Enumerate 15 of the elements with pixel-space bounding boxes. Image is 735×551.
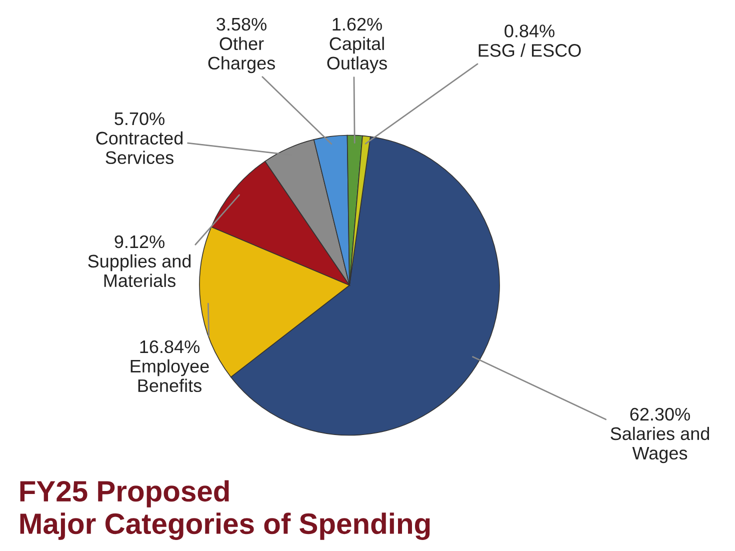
- data-label: 5.70%: [114, 112, 164, 126]
- data-label: 0.84%: [504, 24, 554, 38]
- slice-label: Other Charges: [208, 36, 275, 74]
- slice-label: Contracted Services: [96, 131, 182, 164]
- slice-label: Salaries and Wages: [610, 426, 710, 464]
- text: FY25 Proposed Major Categories of Spending: [20, 480, 430, 540]
- slice-label: Capital Outlays: [327, 36, 387, 74]
- data-label: 3.58%: [216, 18, 266, 31]
- data-label: 16.84%: [140, 340, 200, 354]
- data-label: 9.12%: [114, 235, 164, 248]
- data-label: 62.30%: [630, 408, 690, 421]
- data-label: 1.62%: [332, 18, 382, 31]
- slice-label: ESG / ESCO: [478, 44, 581, 57]
- slice-label: Supplies and Materials: [88, 254, 191, 288]
- slice-label: Employee Benefits: [130, 359, 209, 392]
